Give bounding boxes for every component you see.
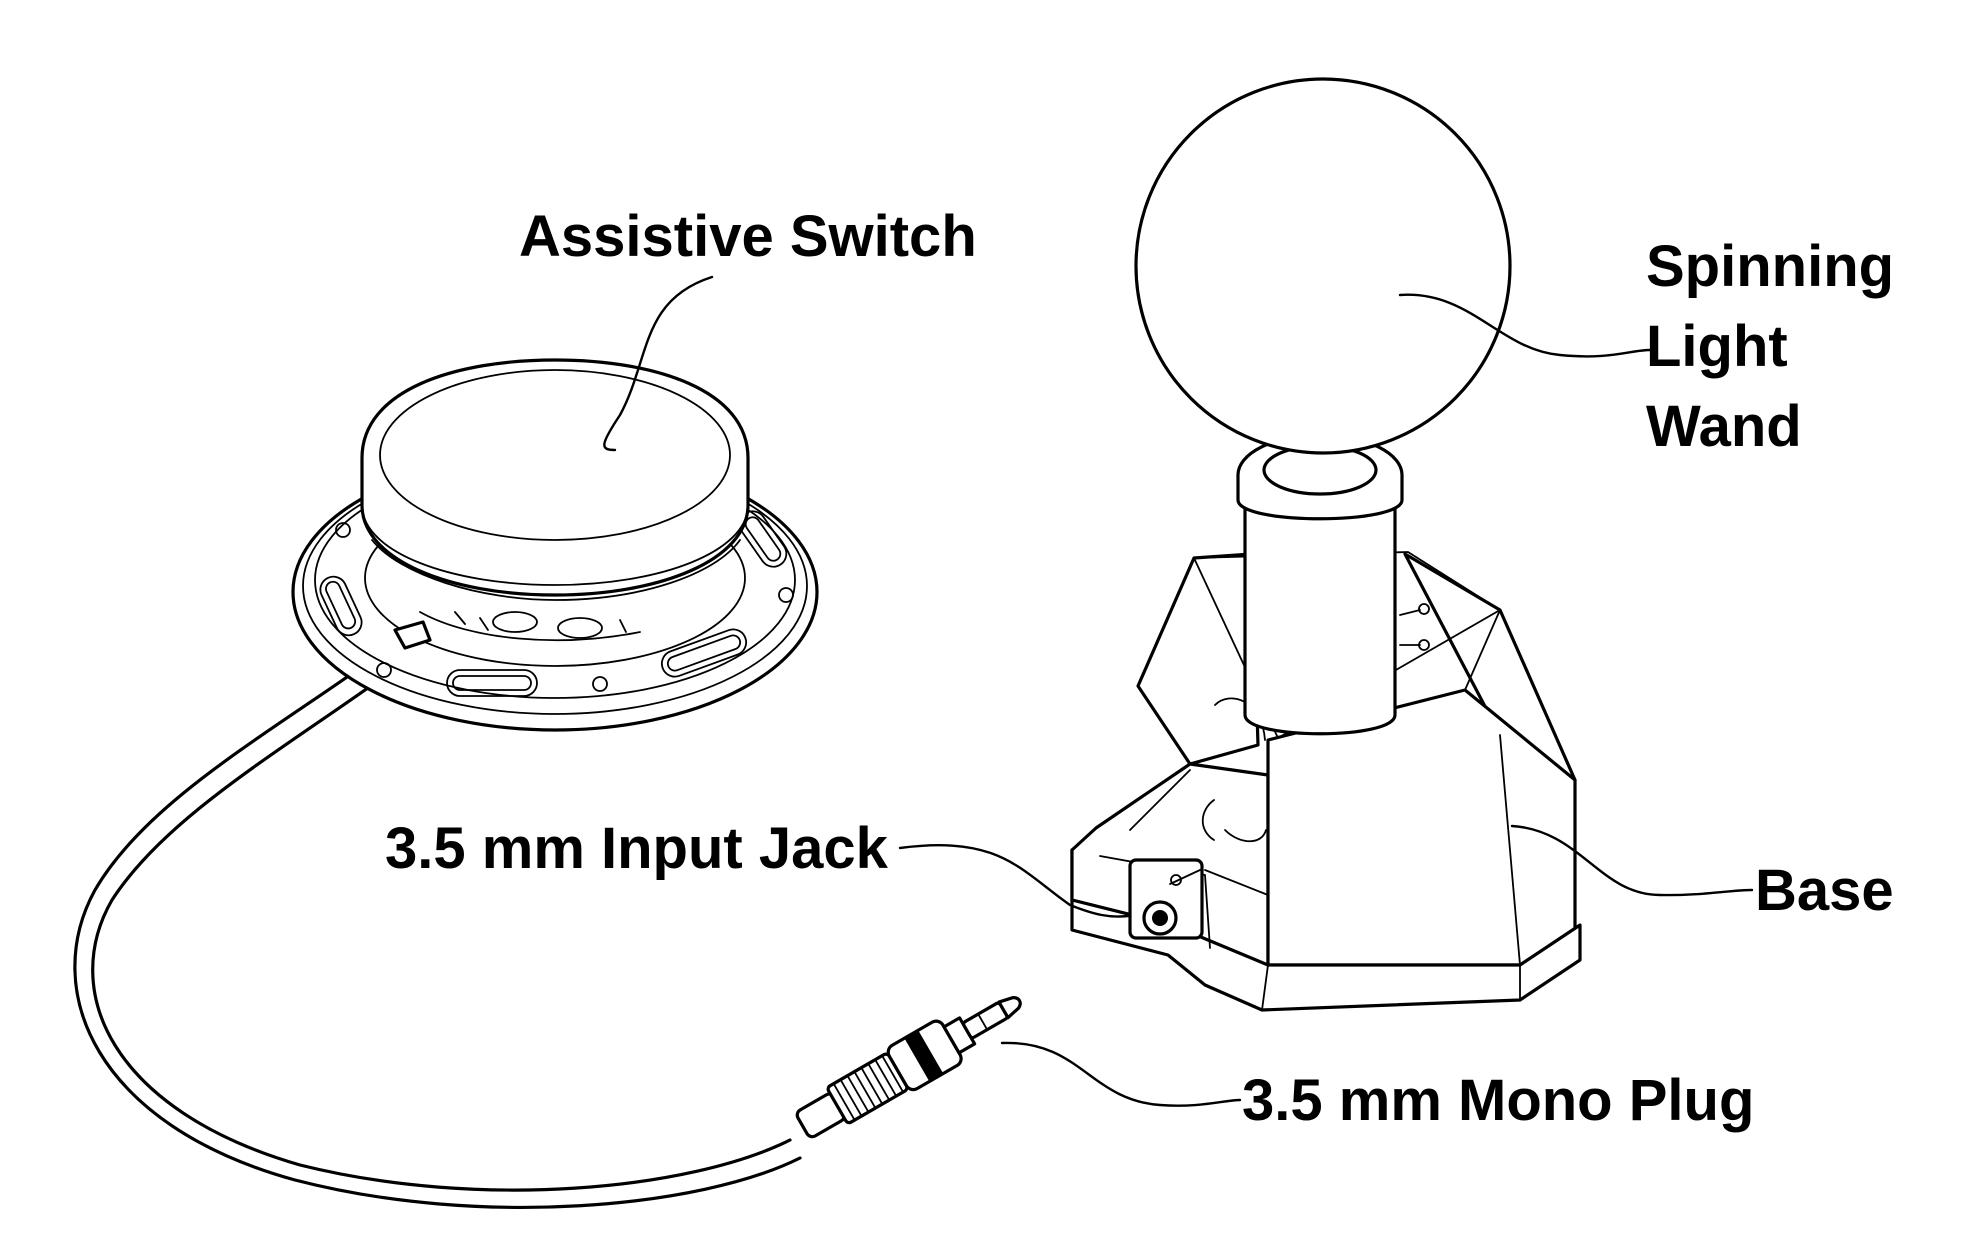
label-input-jack: 3.5 mm Input Jack: [385, 816, 888, 881]
input-jack-socket: [1128, 858, 1204, 940]
flange-slots: [319, 510, 794, 697]
leader-input-jack: [898, 844, 1130, 918]
leader-assistive-switch: [603, 275, 714, 452]
mono-plug: [795, 996, 1022, 1139]
label-light: Light: [1646, 314, 1788, 379]
spinning-light-wand: [1134, 77, 1512, 736]
base-device: [1070, 551, 1582, 1012]
label-assistive-switch: Assistive Switch: [519, 204, 977, 269]
label-spinning: Spinning: [1646, 234, 1895, 299]
cable-strain-relief: [393, 620, 432, 650]
leader-base: [1510, 824, 1754, 897]
leader-spinning-light-wand: [1398, 293, 1652, 358]
label-wand: Wand: [1646, 394, 1802, 459]
leader-mono-plug: [1000, 1041, 1242, 1107]
label-base: Base: [1755, 858, 1894, 923]
assistive-switch-device: [291, 358, 819, 732]
label-mono-plug: 3.5 mm Mono Plug: [1242, 1068, 1755, 1133]
switch-cable: [73, 636, 802, 1209]
